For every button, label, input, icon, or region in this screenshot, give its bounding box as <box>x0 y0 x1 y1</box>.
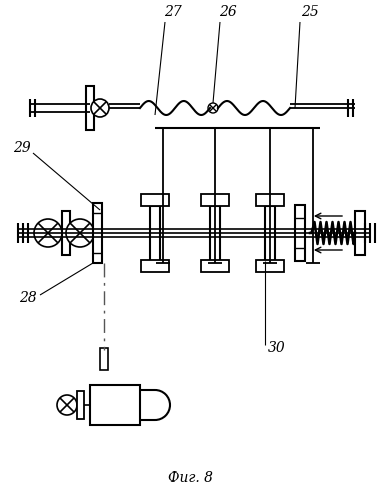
Bar <box>355 211 365 255</box>
Circle shape <box>208 103 218 113</box>
Bar <box>62 211 70 255</box>
Bar <box>295 205 305 261</box>
Text: 30: 30 <box>268 341 286 355</box>
Bar <box>256 194 284 206</box>
Bar <box>100 348 108 370</box>
Circle shape <box>57 395 77 415</box>
Bar <box>256 260 284 272</box>
Bar <box>210 206 220 261</box>
Bar <box>201 260 229 272</box>
Text: Фиг. 8: Фиг. 8 <box>168 471 213 485</box>
Bar <box>93 203 102 263</box>
Text: 29: 29 <box>13 141 31 155</box>
Text: 27: 27 <box>164 5 182 19</box>
Bar <box>77 391 84 419</box>
Bar <box>265 206 275 261</box>
Text: 25: 25 <box>301 5 319 19</box>
Text: 26: 26 <box>219 5 237 19</box>
Bar <box>201 194 229 206</box>
Circle shape <box>66 219 94 247</box>
Bar <box>141 194 169 206</box>
Bar <box>90 385 140 425</box>
Text: 28: 28 <box>19 291 37 305</box>
Bar <box>150 206 160 261</box>
Bar <box>86 86 94 130</box>
Bar <box>141 260 169 272</box>
Circle shape <box>34 219 62 247</box>
Circle shape <box>91 99 109 117</box>
